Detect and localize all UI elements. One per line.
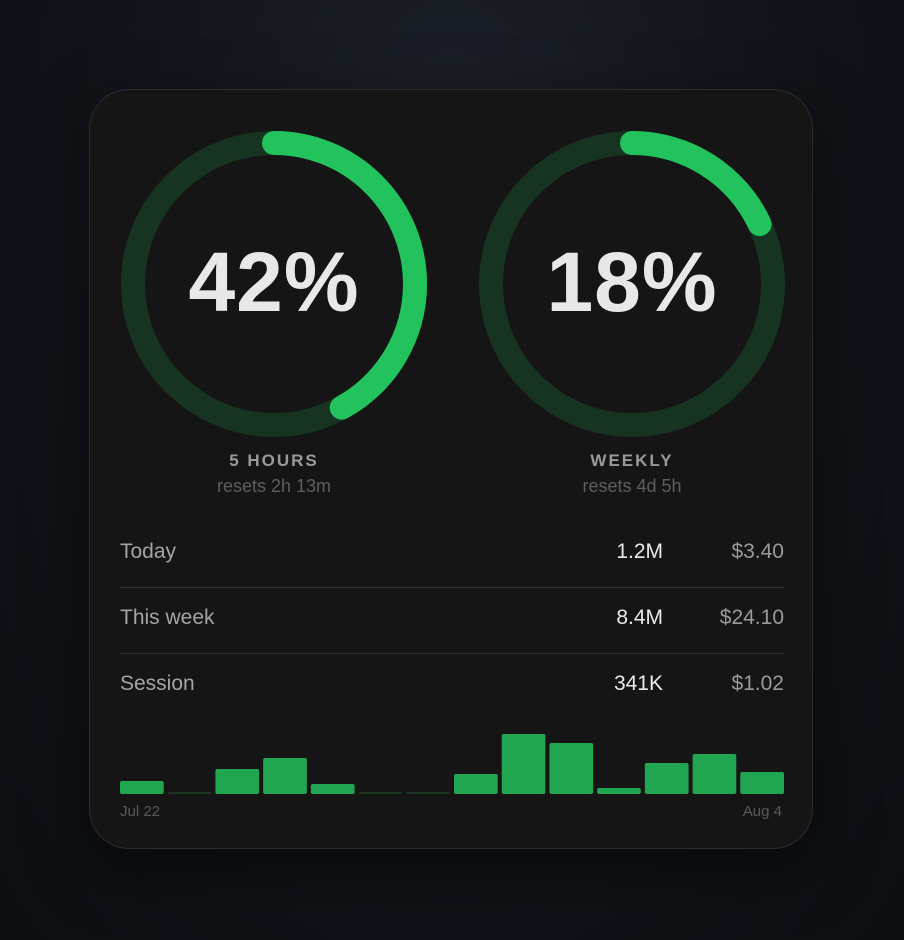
- usage-card: 42% 5 HOURS resets 2h 13m 18% WEEKLY res…: [89, 89, 813, 849]
- five-hour-label: 5 HOURS: [229, 451, 319, 470]
- five-hour-ring: [121, 131, 427, 437]
- chart-bar-4: [310, 784, 355, 794]
- stat-label: This week: [120, 606, 215, 629]
- chart-bar-1: [167, 792, 212, 794]
- chart-bar-8: [501, 734, 546, 794]
- stat-row-session: Session 341K $1.02: [120, 654, 784, 720]
- chart-bar-10: [597, 788, 641, 794]
- chart-bar-6: [406, 792, 450, 794]
- chart-bar-13: [740, 772, 784, 794]
- five-hour-ring-fill: [121, 131, 427, 437]
- stat-tokens: 1.2M: [616, 540, 663, 563]
- stat-row-today: Today 1.2M $3.40: [120, 522, 784, 588]
- stat-row-week: This week 8.4M $24.10: [120, 588, 784, 654]
- stat-label: Today: [120, 540, 177, 563]
- stat-tokens: 341K: [613, 672, 663, 695]
- stat-tokens: 8.4M: [616, 606, 663, 629]
- weekly-ring-fill: [479, 131, 785, 437]
- chart-bar-9: [549, 743, 594, 794]
- divider: [120, 653, 784, 654]
- chart-bar-7: [454, 774, 498, 794]
- stat-cost: $24.10: [719, 606, 784, 629]
- chart-bar-0: [120, 781, 164, 794]
- chart-bar-3: [263, 758, 307, 794]
- weekly-label: WEEKLY: [590, 451, 674, 470]
- five-hour-reset: resets 2h 13m: [216, 476, 332, 496]
- chart-bar-2: [215, 769, 260, 794]
- chart-bar-5: [358, 792, 403, 794]
- chart-bar-11: [644, 763, 689, 794]
- chart-start-label: Jul 22: [120, 803, 161, 820]
- stat-label: Session: [120, 672, 195, 695]
- weekly-reset: resets 4d 5h: [582, 476, 682, 496]
- chart-end-label: Aug 4: [742, 803, 782, 820]
- stat-cost: $1.02: [731, 672, 784, 695]
- weekly-percent: 18%: [546, 235, 718, 329]
- chart-bar-12: [692, 754, 737, 794]
- five-hour-gauge: 42%: [120, 130, 428, 438]
- stat-cost: $3.40: [731, 540, 784, 563]
- daily-usage-chart: [120, 734, 784, 794]
- weekly-gauge: 18%: [478, 130, 786, 438]
- divider: [120, 587, 784, 588]
- five-hour-percent: 42%: [188, 235, 360, 329]
- weekly-ring: [479, 131, 785, 437]
